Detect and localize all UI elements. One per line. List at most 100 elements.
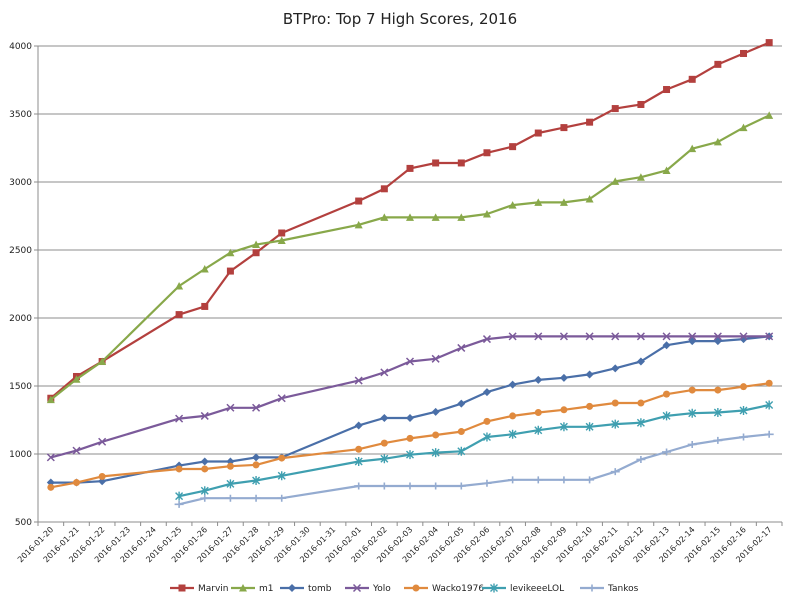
data-point: [482, 209, 491, 218]
legend-label: Tankos: [607, 584, 639, 594]
data-point: [380, 185, 388, 193]
legend: Marvin m1 tomb Yolo Wacko1976 levikeeeLOL Tank…: [170, 583, 639, 594]
data-point: [508, 201, 517, 209]
data-point: [765, 400, 774, 410]
data-point: [765, 111, 774, 119]
data-point: [740, 49, 748, 57]
data-point: [406, 213, 414, 221]
data-point: [354, 456, 363, 466]
legend-label: Yolo: [372, 584, 391, 594]
data-point: [431, 482, 441, 490]
legend-item-Marvin: Marvin: [170, 584, 229, 594]
y-tick-label: 3500: [9, 110, 32, 120]
data-point: [662, 166, 671, 174]
data-point: [431, 448, 440, 458]
data-point: [739, 433, 749, 441]
data-point: [713, 436, 723, 444]
data-point: [534, 129, 542, 137]
legend-swatch-marker: [587, 584, 597, 592]
data-point: [278, 229, 286, 237]
data-point: [431, 213, 440, 221]
legend-item-Yolo: Yolo: [345, 583, 391, 594]
data-point: [740, 383, 748, 391]
series-line-m1: [50, 114, 770, 401]
data-point: [457, 428, 465, 436]
legend-swatch-marker: [239, 584, 247, 592]
data-point: [225, 494, 235, 502]
data-point: [560, 406, 568, 414]
data-point: [482, 432, 491, 442]
series-line-levikeeeLOL: [178, 403, 770, 498]
data-point: [252, 461, 260, 469]
legend-swatch-marker: [178, 584, 186, 592]
data-point: [636, 418, 645, 428]
data-point: [688, 144, 697, 153]
data-point: [482, 335, 491, 344]
data-point: [534, 198, 543, 206]
data-point: [559, 198, 568, 206]
data-point: [508, 380, 517, 389]
data-point: [764, 430, 774, 438]
data-point: [201, 302, 209, 310]
data-point: [72, 479, 80, 487]
data-point: [636, 332, 645, 341]
legend-label: levikeeeLOL: [510, 584, 564, 594]
data-point: [663, 390, 671, 398]
data-point: [252, 476, 261, 486]
data-point: [200, 486, 209, 496]
data-point: [611, 105, 619, 113]
legend-item-levikeeeLOL: levikeeeLOL: [482, 583, 564, 594]
legend-label: Wacko1976: [432, 584, 484, 594]
data-point: [277, 471, 286, 481]
data-point: [277, 394, 286, 403]
data-point: [713, 332, 722, 341]
data-point: [483, 417, 491, 425]
series-Tankos: [174, 430, 774, 508]
data-point: [226, 248, 235, 257]
y-tick-label: 2500: [9, 246, 32, 256]
data-point: [534, 409, 542, 417]
data-point: [457, 446, 466, 456]
legend-item-Tankos: Tankos: [580, 584, 639, 594]
data-point: [200, 411, 209, 420]
data-point: [739, 405, 748, 415]
data-point: [201, 465, 209, 473]
data-point: [251, 494, 261, 502]
data-point: [636, 455, 646, 463]
legend-swatch-marker: [412, 584, 420, 592]
data-point: [688, 386, 696, 394]
data-point: [533, 476, 543, 484]
data-point: [585, 422, 594, 432]
series-line-tomb: [50, 335, 770, 484]
y-tick-label: 2000: [9, 314, 32, 324]
data-point: [611, 399, 619, 407]
series-tomb: [46, 332, 774, 487]
gridlines: [38, 45, 782, 455]
data-point: [662, 341, 671, 350]
data-point: [560, 124, 568, 132]
data-point: [765, 39, 773, 47]
data-point: [586, 402, 594, 410]
series-levikeeeLOL: [175, 400, 774, 501]
data-point: [200, 494, 210, 502]
data-point: [252, 249, 260, 257]
data-point: [252, 403, 261, 412]
series-Wacko1976: [47, 379, 773, 491]
data-point: [637, 100, 645, 108]
data-point: [508, 332, 517, 341]
y-tick-label: 4000: [9, 42, 32, 52]
data-point: [457, 213, 466, 221]
data-point: [175, 311, 183, 319]
data-point: [174, 500, 184, 508]
data-point: [688, 332, 697, 341]
data-point: [662, 332, 671, 341]
data-point: [534, 332, 543, 341]
data-point: [687, 440, 697, 448]
data-point: [559, 332, 568, 341]
data-point: [713, 408, 722, 418]
legend-swatch-marker: [352, 583, 362, 593]
data-point: [277, 494, 287, 502]
data-point: [585, 195, 594, 203]
data-point: [72, 375, 81, 383]
